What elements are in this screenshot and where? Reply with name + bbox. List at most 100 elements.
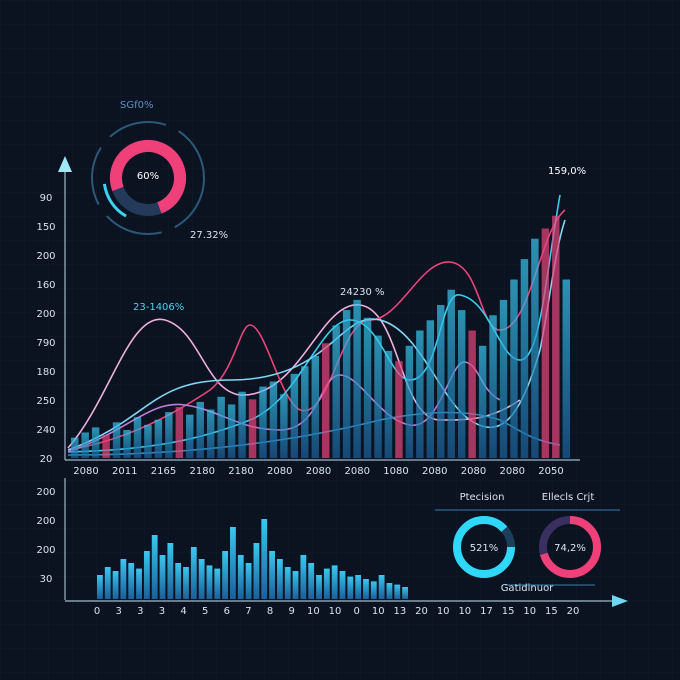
bar [316, 575, 322, 599]
bar [144, 424, 152, 458]
y-tick-label: 250 [36, 396, 55, 407]
y-tick-label: 20 [40, 454, 53, 465]
y-tick-label: 200 [36, 251, 55, 262]
x-tick-label: 2080 [422, 466, 447, 477]
bar [363, 317, 372, 458]
bar [394, 584, 401, 599]
bar [374, 335, 382, 458]
bar [143, 551, 150, 599]
bar [175, 407, 184, 458]
gauge-value: 74,2% [554, 543, 586, 554]
bar [71, 437, 79, 458]
bar [238, 391, 246, 458]
gauge-side-label: 27.32% [190, 230, 228, 241]
y-tick-label: 790 [36, 338, 55, 349]
bar [363, 579, 369, 599]
bar [230, 527, 236, 599]
bar [347, 576, 354, 599]
bar [331, 565, 338, 599]
bar [237, 555, 244, 599]
bar [301, 366, 309, 458]
bar [562, 279, 570, 458]
x-tick-label: 2080 [500, 466, 525, 477]
bar [468, 330, 476, 458]
x-tick-label: 2080 [306, 466, 331, 477]
bar [165, 412, 173, 458]
bar [196, 401, 204, 458]
bar [395, 361, 403, 458]
bar [123, 429, 131, 458]
bar [102, 435, 110, 458]
gauge-ring [453, 516, 515, 578]
gauge-ring [539, 516, 601, 578]
bar [384, 350, 393, 458]
x-tick-label: 2080 [267, 466, 292, 477]
bar [510, 279, 518, 458]
bar [280, 394, 288, 458]
x-tick-label: 0 [353, 606, 359, 617]
bar [339, 571, 346, 599]
x-tick-label: 20 [415, 606, 428, 617]
bar [136, 568, 142, 599]
bar [154, 419, 163, 458]
bar [342, 310, 351, 458]
bar [214, 568, 221, 599]
y-tick-label: 150 [36, 222, 55, 233]
bar [245, 563, 252, 599]
gauge-caption: Gatidinuor [501, 583, 554, 594]
bar [323, 568, 330, 599]
bar [175, 563, 182, 599]
x-tick-label: 2080 [345, 466, 370, 477]
gauge-value: 60% [137, 171, 159, 182]
bar [133, 417, 142, 458]
bottom-gauges [435, 509, 620, 586]
x-tick-label: 2165 [151, 466, 176, 477]
bar [457, 310, 466, 458]
x-tick-label: 10 [437, 606, 450, 617]
annotation: 159,0% [548, 166, 586, 177]
bar [167, 543, 174, 599]
bar [426, 320, 435, 458]
bar [206, 565, 213, 599]
bar [370, 581, 377, 599]
bar [292, 571, 299, 599]
x-tick-label: 0 [94, 606, 100, 617]
bar [248, 399, 257, 458]
bar [416, 330, 424, 458]
x-tick-label: 3 [137, 606, 143, 617]
gauge-title: Ellecls Crjt [542, 492, 595, 503]
y-tick-label: 200 [36, 309, 55, 320]
bar [322, 343, 330, 458]
x-tick-label: 10 [329, 606, 342, 617]
bar [284, 567, 291, 599]
y-tick-label: 180 [36, 367, 55, 378]
y-tick-label: 200 [36, 545, 55, 556]
bar [206, 409, 215, 458]
y-tick-label: 90 [40, 193, 53, 204]
x-tick-label: 10 [523, 606, 536, 617]
bar [128, 563, 135, 599]
bar [112, 422, 121, 458]
bar [91, 427, 100, 458]
bar [531, 238, 539, 458]
x-tick-label: 2180 [190, 466, 215, 477]
bar [332, 325, 340, 458]
ring-value [110, 140, 186, 216]
x-tick-label: 7 [245, 606, 251, 617]
bar [386, 583, 393, 599]
bar [402, 587, 408, 599]
x-tick-label: 10 [372, 606, 385, 617]
bar [276, 559, 283, 599]
bar [217, 396, 225, 458]
x-tick-label: 1080 [383, 466, 408, 477]
bar [159, 555, 166, 599]
bar [269, 381, 278, 458]
x-tick-label: 8 [267, 606, 273, 617]
y-tick-label: 30 [40, 574, 53, 585]
annotation: 24230 % [340, 287, 385, 298]
ring-outer [91, 121, 205, 235]
x-axis-arrow [612, 595, 628, 607]
bar [300, 555, 307, 599]
bar [447, 289, 455, 458]
